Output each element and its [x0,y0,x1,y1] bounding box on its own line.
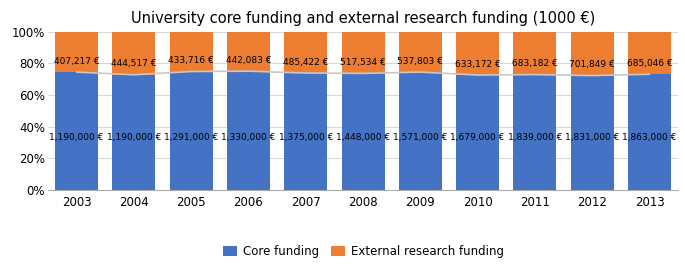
Bar [514,32,556,75]
Bar [170,32,212,72]
Bar [227,71,270,190]
Text: 685,046 €: 685,046 € [627,59,673,68]
Text: 701,849 €: 701,849 € [569,60,615,69]
Bar [514,75,556,190]
Text: 537,803 €: 537,803 € [397,57,443,66]
Text: 1,831,000 €: 1,831,000 € [565,133,619,142]
Bar [227,32,270,71]
Bar [456,32,499,75]
Text: 485,422 €: 485,422 € [283,58,328,67]
Text: 1,839,000 €: 1,839,000 € [508,133,562,142]
Text: 433,716 €: 433,716 € [169,56,214,65]
Bar [342,32,384,73]
Bar [456,75,499,190]
Text: 1,330,000 €: 1,330,000 € [221,133,275,142]
Text: 1,190,000 €: 1,190,000 € [49,133,104,142]
Text: 1,448,000 €: 1,448,000 € [336,133,390,142]
Text: 1,375,000 €: 1,375,000 € [279,133,333,142]
Bar [628,74,671,190]
Text: 444,517 €: 444,517 € [111,59,157,68]
Bar [55,32,98,72]
Bar [342,73,384,190]
Text: 442,083 €: 442,083 € [226,56,271,65]
Text: 633,172 €: 633,172 € [455,60,501,69]
Text: 683,182 €: 683,182 € [512,59,558,68]
Bar [284,32,327,73]
Text: 1,679,000 €: 1,679,000 € [451,133,505,142]
Bar [399,72,442,190]
Text: 1,571,000 €: 1,571,000 € [393,133,447,142]
Text: 1,190,000 €: 1,190,000 € [107,133,161,142]
Text: 1,291,000 €: 1,291,000 € [164,133,219,142]
Legend: Core funding, External research funding: Core funding, External research funding [218,240,508,263]
Bar [399,32,442,72]
Bar [112,75,155,190]
Bar [571,76,614,190]
Bar [112,32,155,75]
Bar [170,72,212,190]
Text: 1,863,000 €: 1,863,000 € [622,133,677,142]
Text: 407,217 €: 407,217 € [54,57,99,66]
Bar [628,32,671,74]
Bar [55,72,98,190]
Bar [571,32,614,76]
Title: University core funding and external research funding (1000 €): University core funding and external res… [131,11,595,26]
Text: 517,534 €: 517,534 € [340,58,386,67]
Bar [284,73,327,190]
